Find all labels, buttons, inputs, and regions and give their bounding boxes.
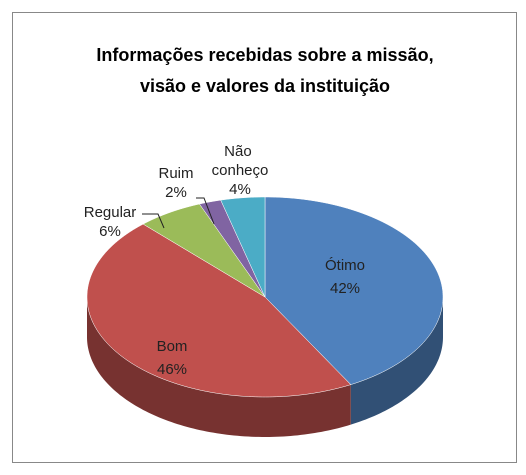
- chart-title: Informações recebidas sobre a missão,: [96, 45, 433, 65]
- slice: [86, 223, 352, 398]
- category-label: Bom: [157, 338, 188, 355]
- value-label: 6%: [99, 223, 121, 240]
- chart-title: visão e valores da instituição: [140, 76, 390, 96]
- category-label: Não conheço: [212, 143, 269, 179]
- category-label: Ótimo: [325, 257, 365, 274]
- leader-line: [142, 213, 165, 229]
- value-label: 2%: [165, 184, 187, 201]
- category-label: Ruim: [158, 165, 193, 182]
- slice: [264, 196, 444, 385]
- value-label: 42%: [330, 280, 360, 297]
- value-label: 4%: [229, 181, 251, 198]
- slice-side: [87, 297, 351, 437]
- leader-line: [196, 197, 215, 225]
- slice: [199, 199, 266, 298]
- category-label: Regular: [84, 204, 137, 221]
- slice: [220, 196, 266, 298]
- value-label: 46%: [157, 361, 187, 378]
- slice: [142, 203, 266, 298]
- slice-side: [350, 297, 443, 425]
